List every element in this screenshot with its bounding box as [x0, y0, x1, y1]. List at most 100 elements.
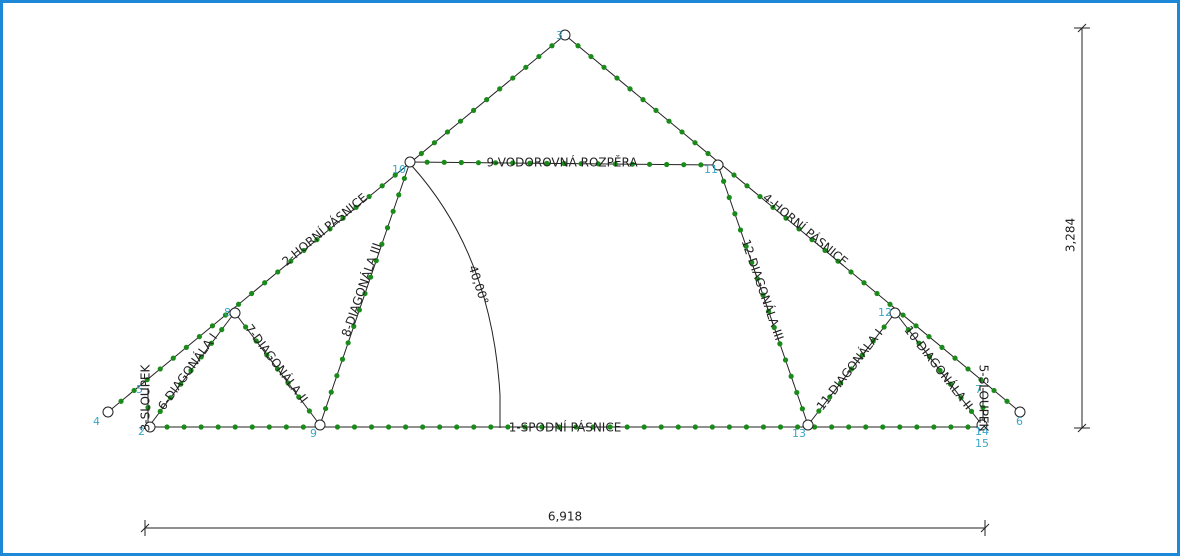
member-dot	[926, 334, 932, 340]
member-dot	[848, 366, 855, 372]
member-dot	[235, 301, 242, 307]
member-dot	[575, 43, 581, 49]
member-dot	[492, 160, 499, 166]
member-dot	[948, 424, 954, 430]
member-label: 12-DIAGONÁLA III	[739, 237, 788, 342]
member-dot	[980, 404, 986, 411]
member-dot	[301, 247, 307, 254]
member-line	[107, 34, 566, 413]
member-dot	[275, 269, 281, 275]
member-dot	[424, 159, 430, 165]
member-dot	[249, 290, 255, 297]
member-dot	[144, 377, 150, 383]
member-dot	[782, 357, 789, 363]
node-label: 11	[704, 163, 718, 176]
member-label: 9-VODOROVNÁ ROZPĚRA	[486, 155, 638, 170]
member-dot	[766, 308, 772, 314]
member-label: 8-DIAGONÁLA III	[338, 241, 384, 339]
member-dot	[510, 160, 516, 166]
member-dot	[488, 424, 494, 430]
member-dot	[183, 344, 189, 350]
member-dot	[366, 193, 372, 200]
member-dot	[328, 389, 334, 395]
node-label: 5	[136, 383, 143, 396]
node-label: 10	[392, 163, 406, 176]
member-line	[564, 34, 1021, 413]
member-dot	[913, 323, 919, 329]
member-dot	[522, 424, 528, 430]
member-dot	[437, 424, 443, 430]
member-label: 11-DIAGONÁLA I	[813, 326, 886, 413]
member-dot	[323, 405, 329, 412]
member-dot	[208, 340, 215, 346]
member-dot	[157, 366, 163, 372]
member-dot	[510, 75, 516, 81]
member-dot	[351, 424, 358, 430]
node-label: 14	[975, 425, 989, 438]
member-dot	[396, 192, 402, 198]
member-dot	[444, 129, 451, 135]
member-dot	[726, 194, 732, 201]
member-dot	[340, 215, 346, 221]
member-label: 3-SLOUPEK	[139, 363, 153, 431]
member-dot	[170, 355, 176, 361]
member-dot	[640, 97, 646, 103]
dimension-label: 6,918	[548, 510, 582, 524]
node-label: 12	[878, 306, 892, 319]
node-label: 2	[138, 425, 145, 438]
member-dot	[827, 394, 833, 400]
node-label: 8	[224, 306, 231, 319]
member-dot	[931, 424, 937, 430]
member-dot	[351, 323, 357, 329]
member-dot	[783, 215, 789, 221]
member-dot	[300, 424, 306, 430]
member-dot	[709, 424, 715, 430]
member-dot	[243, 324, 249, 330]
member-dot	[368, 424, 375, 430]
member-dot	[624, 424, 630, 430]
member-dot	[796, 226, 802, 232]
member-dot	[164, 424, 170, 430]
member-label: 1-SPODNÍ PÁSNICE	[509, 420, 622, 435]
member-dot	[829, 424, 835, 430]
member-dot	[392, 172, 398, 178]
member-dot	[816, 408, 822, 414]
member-dot	[418, 150, 424, 157]
member-dot	[658, 424, 664, 430]
member-dot	[288, 258, 294, 264]
member-dot	[232, 424, 238, 430]
member-dot	[167, 395, 174, 401]
member-dot	[965, 424, 971, 430]
member-dot	[403, 424, 409, 430]
member-dot	[991, 387, 997, 394]
member-dot	[362, 290, 368, 297]
member-dot	[306, 408, 312, 414]
member-dot	[743, 243, 749, 249]
member-dot	[578, 161, 584, 167]
member-dot	[612, 161, 618, 167]
dimension-tick	[1077, 423, 1087, 433]
member-dot	[595, 161, 601, 167]
member-dot	[209, 323, 216, 329]
member-dot	[198, 354, 204, 360]
member-dot	[653, 107, 659, 113]
node-label: 15	[975, 437, 989, 450]
member-dot	[334, 373, 340, 379]
member-dot	[726, 424, 732, 430]
angle-label: 40,00°	[466, 263, 492, 306]
member-dot	[900, 312, 906, 318]
member-dot	[905, 327, 912, 333]
member-dot	[771, 324, 777, 331]
member-dot	[296, 394, 302, 400]
member-dot	[614, 75, 620, 81]
member-dot	[379, 183, 385, 189]
member-dot	[219, 327, 225, 333]
member-dot	[675, 424, 681, 430]
member-dot	[958, 395, 964, 401]
member-dot	[939, 344, 945, 350]
member-dot	[339, 356, 346, 362]
member-dot	[749, 259, 755, 266]
member-dot	[965, 366, 971, 372]
